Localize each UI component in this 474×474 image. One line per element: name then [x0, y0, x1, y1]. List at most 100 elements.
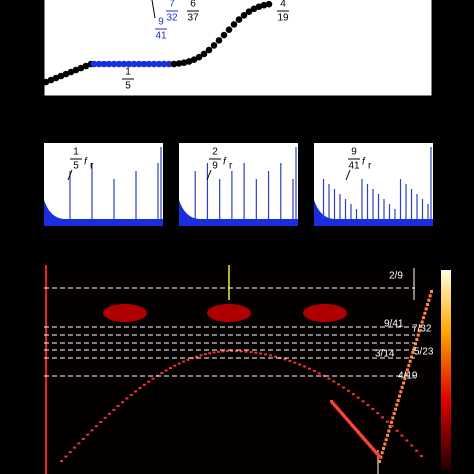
step-dot [265, 0, 273, 8]
plateau-dot [160, 60, 168, 68]
trace [381, 416, 385, 419]
step-dot [42, 78, 50, 86]
trace [402, 381, 405, 385]
trace [404, 372, 408, 376]
trace [406, 368, 409, 372]
trace [346, 389, 350, 392]
trace [112, 408, 116, 411]
plateau-dot [130, 60, 138, 68]
hot-spot [303, 304, 347, 322]
trace [395, 429, 399, 432]
trace [151, 377, 155, 380]
step-dot [255, 3, 263, 10]
trace [419, 324, 423, 328]
trace [293, 361, 297, 364]
denominator: 5 [125, 81, 131, 92]
trace [430, 290, 433, 293]
trace [129, 393, 133, 396]
trace [225, 350, 229, 353]
trace [342, 386, 346, 389]
trace [420, 320, 424, 324]
map-label: 3/14 [375, 349, 395, 360]
arrow [345, 169, 351, 181]
plateau-dot [145, 60, 153, 68]
trace [388, 425, 392, 429]
step-dot [77, 64, 85, 72]
trace [387, 429, 391, 433]
trace [107, 412, 111, 415]
plateau-dot [115, 60, 123, 68]
trace [378, 455, 381, 458]
step-dot [220, 31, 228, 39]
trace [216, 350, 220, 353]
trace [418, 329, 421, 333]
trace [182, 360, 186, 363]
trace [420, 455, 423, 457]
trace [164, 369, 168, 372]
step-dot [190, 56, 198, 63]
trace [422, 316, 425, 320]
trace [427, 298, 431, 302]
step-dot [185, 58, 193, 65]
trace [138, 387, 142, 390]
plateau-dot [95, 60, 103, 68]
trace [361, 400, 365, 403]
trace [177, 362, 181, 365]
trace [142, 383, 146, 386]
numerator: 9 [158, 17, 164, 28]
plateau-dot [105, 60, 113, 68]
trace [400, 385, 404, 389]
trace [303, 365, 307, 368]
trace [103, 416, 107, 419]
trace [396, 398, 400, 402]
trace [376, 412, 380, 415]
trace [414, 342, 417, 346]
trace [160, 372, 164, 375]
trace [332, 380, 336, 383]
trace [423, 311, 427, 315]
denominator: 9 [212, 161, 218, 172]
unit: f [84, 157, 88, 168]
trace [116, 405, 120, 407]
trace [195, 355, 199, 358]
trace [394, 407, 397, 411]
plateau-dot [90, 60, 98, 68]
trace [415, 337, 419, 341]
trace [234, 350, 238, 353]
trace [390, 425, 394, 428]
step-dot [260, 1, 268, 9]
step-dot [52, 74, 60, 82]
arrow [206, 169, 212, 181]
trace [212, 351, 216, 354]
unit-subscript: r [229, 161, 233, 172]
trace [125, 397, 129, 400]
step-dot [240, 11, 248, 19]
hot-spot [207, 304, 251, 322]
trace [273, 355, 277, 358]
trace [168, 367, 172, 370]
unit: f [362, 157, 366, 168]
denominator: 37 [187, 13, 199, 24]
trace [412, 346, 416, 350]
plateau-dot [155, 60, 163, 68]
plateau-dot [165, 60, 173, 68]
step-dot [245, 8, 253, 15]
step-dot [200, 50, 208, 58]
step-dot [170, 60, 178, 68]
plateau-dot [150, 60, 158, 68]
step-dot [175, 60, 183, 67]
top-panel [43, 0, 433, 97]
trace [399, 390, 403, 394]
denominator: 32 [166, 13, 178, 24]
step-dot [180, 59, 188, 66]
trace [288, 359, 292, 362]
trace [259, 352, 263, 355]
trace [390, 420, 393, 424]
arrow [67, 169, 73, 181]
trace [77, 442, 81, 445]
plateau-dot [110, 60, 118, 68]
trace [415, 449, 419, 452]
step-dot [67, 68, 75, 76]
map-label: 5/23 [414, 347, 434, 358]
